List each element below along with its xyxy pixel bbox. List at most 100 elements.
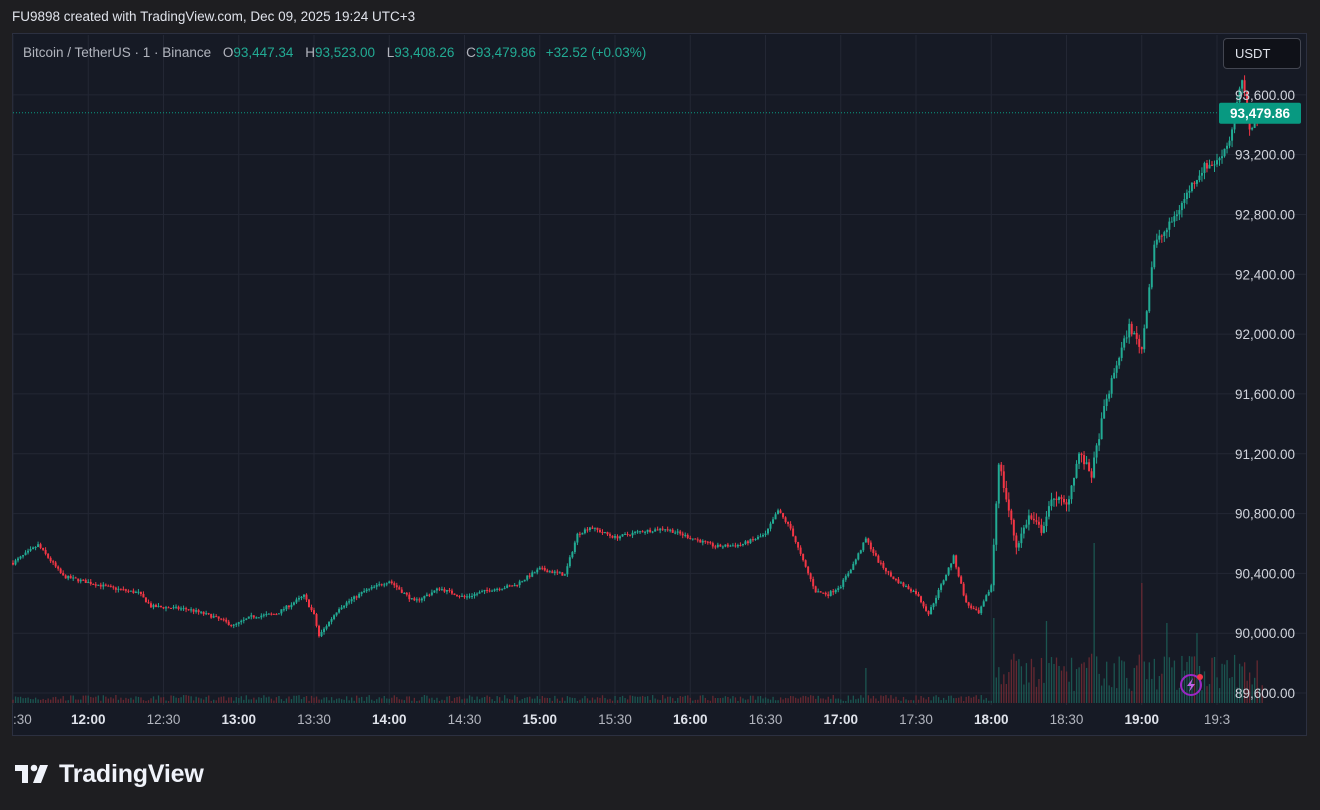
x-tick-label: 17:00: [823, 712, 858, 727]
candle-body: [122, 589, 125, 591]
volume-bar: [1208, 684, 1211, 703]
candle-body: [227, 621, 230, 625]
candle-body: [92, 583, 95, 585]
candle-body: [578, 533, 581, 535]
candle-body: [1138, 338, 1141, 347]
candle-body: [19, 556, 22, 559]
candle-body: [568, 557, 571, 567]
candle-body: [676, 531, 679, 533]
candle-body: [807, 566, 810, 574]
candle-body: [784, 517, 787, 522]
volume-bar: [662, 695, 664, 703]
candle-body: [1128, 323, 1131, 338]
candle-body: [185, 608, 188, 610]
volume-bar: [310, 695, 313, 703]
volume-bar: [531, 698, 533, 703]
candle-body: [353, 596, 356, 600]
candle-body: [450, 590, 453, 594]
candle-body: [1253, 119, 1256, 128]
candle-body: [348, 601, 351, 603]
candle-body: [965, 595, 968, 603]
candle-body: [137, 591, 140, 593]
volume-bar: [644, 696, 646, 703]
candle-body: [744, 541, 747, 544]
currency-unit-button[interactable]: USDT: [1223, 38, 1301, 69]
volume-bar: [1025, 663, 1028, 703]
candle-body: [129, 590, 132, 592]
y-tick-label: 91,200.00: [1235, 447, 1295, 462]
volume-bar: [845, 700, 847, 703]
volume-bar: [1238, 663, 1241, 703]
volume-bar: [60, 698, 62, 703]
candle-body: [12, 562, 14, 565]
candle-body: [952, 555, 955, 564]
volume-bar: [87, 695, 89, 703]
candle-body: [1055, 498, 1058, 501]
candle-body: [741, 543, 744, 546]
candle-body: [987, 591, 990, 596]
volume-bar: [1043, 682, 1045, 703]
volume-bar: [1256, 660, 1258, 703]
candle-body: [872, 549, 875, 554]
volume-bar: [1106, 661, 1108, 703]
volume-bar: [757, 696, 759, 703]
candle-body: [157, 605, 160, 608]
volume-bar: [200, 698, 202, 703]
volume-bar: [1096, 656, 1098, 703]
y-tick-label: 90,000.00: [1235, 626, 1295, 641]
volume-bar: [722, 697, 724, 703]
volume-bar: [320, 699, 323, 703]
volume-bar: [504, 695, 506, 703]
x-tick-label: 19:3: [1204, 712, 1230, 727]
volume-bar: [22, 698, 24, 703]
candle-body: [614, 536, 616, 538]
candle-body: [62, 572, 65, 576]
candle-body: [566, 566, 569, 575]
volume-bar: [694, 699, 696, 703]
volume-bar: [1063, 666, 1065, 703]
volume-bar: [233, 700, 235, 703]
volume-bar: [880, 695, 882, 703]
candle-body: [536, 569, 539, 573]
candle-body: [315, 614, 318, 626]
candle-body: [17, 558, 20, 561]
candle-body: [794, 536, 797, 543]
tradingview-logo[interactable]: TradingView: [15, 760, 204, 789]
volume-bar: [709, 700, 712, 703]
volume-bar: [95, 696, 97, 703]
candlesticks: [12, 75, 1264, 638]
candle-body: [77, 578, 80, 582]
candle-body: [1042, 526, 1045, 533]
candle-body: [691, 538, 694, 540]
volume-bar: [998, 667, 1000, 703]
y-tick-label: 89,600.00: [1235, 686, 1295, 701]
volume-bar: [832, 695, 834, 703]
candle-body: [413, 598, 416, 601]
volume-bar: [182, 695, 185, 703]
candle-body: [205, 613, 208, 615]
candle-body: [556, 571, 559, 573]
candle-body: [619, 536, 622, 539]
volume-bar: [255, 699, 258, 703]
candle-body: [716, 544, 719, 547]
candle-body: [290, 604, 293, 608]
volume-bar: [180, 697, 182, 703]
symbol-name[interactable]: Bitcoin / TetherUS · 1 · Binance: [23, 45, 212, 60]
candle-body: [877, 555, 880, 563]
volume-bar: [401, 699, 403, 703]
candle-body: [719, 544, 722, 547]
candle-body: [127, 590, 130, 592]
volume-bar: [584, 695, 586, 703]
volume-bar: [802, 695, 804, 703]
candle-body: [721, 546, 724, 548]
candle-body: [1155, 239, 1158, 245]
volume-bar: [172, 695, 175, 703]
volume-bar: [1246, 680, 1248, 703]
volume-bar: [754, 699, 757, 703]
alert-icon[interactable]: [1180, 674, 1203, 696]
candle-body: [373, 586, 376, 588]
volume-bar: [228, 697, 230, 703]
chart-panel[interactable]: [12, 33, 1307, 736]
candle-body: [925, 606, 928, 611]
